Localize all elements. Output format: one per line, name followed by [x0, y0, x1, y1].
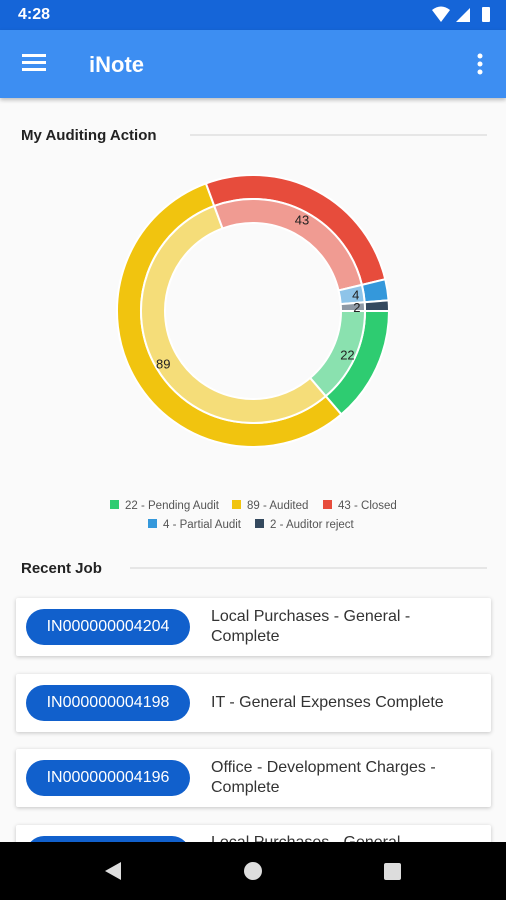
donut-segment-inner — [339, 301, 367, 312]
back-button[interactable] — [105, 862, 121, 880]
nav-icons — [105, 862, 401, 880]
job-card[interactable]: IN000000004204 Local Purchases - General … — [16, 598, 491, 656]
divider — [190, 134, 487, 136]
home-button[interactable] — [244, 862, 262, 880]
data-label: 4 — [352, 288, 359, 303]
section-title: My Auditing Action — [21, 127, 157, 144]
status-bar: 4:28 — [0, 0, 506, 30]
donut-segment-inner — [140, 204, 328, 424]
data-label: 43 — [295, 212, 309, 227]
job-id: IN000000004204 — [26, 609, 190, 645]
clock: 4:28 — [18, 6, 51, 23]
legend-swatch — [232, 500, 241, 509]
overflow-menu[interactable] — [476, 52, 484, 76]
data-label: 2 — [353, 300, 360, 315]
app-title: iNote — [89, 52, 144, 77]
legend-label: 22 - Pending Audit — [125, 500, 220, 512]
job-id: IN000000004196 — [26, 760, 190, 796]
data-label: 89 — [156, 357, 170, 372]
legend-label: 89 - Audited — [247, 500, 308, 512]
legend-label: 4 - Partial Audit — [163, 519, 242, 531]
job-card[interactable]: IN000000004196 Office - Development Charg… — [16, 749, 491, 807]
legend-swatch — [323, 500, 332, 509]
legend-swatch — [255, 519, 264, 528]
donut-chart: 22 89 43 42 22 - Pending Audit 89 - Audited 43… — [110, 174, 397, 531]
section-title: Recent Job — [21, 560, 102, 577]
divider — [130, 567, 487, 569]
job-title: Local Purchases - General - Complete — [211, 608, 411, 645]
job-title: Office - Development Charges - Complete — [211, 759, 436, 796]
legend-label: 2 - Auditor reject — [270, 519, 355, 531]
legend-swatch — [148, 519, 157, 528]
recents-button[interactable] — [384, 863, 401, 880]
legend-label: 43 - Closed — [338, 500, 397, 512]
donut-segment — [363, 299, 391, 312]
job-title: IT - General Expenses Complete — [211, 694, 444, 711]
status-icons — [432, 6, 490, 22]
job-card[interactable]: IN000000004198 IT - General Expenses Comp… — [16, 674, 491, 732]
app-bar: iNote — [0, 30, 506, 98]
nav-bar — [0, 842, 506, 900]
job-id: IN000000004198 — [26, 685, 190, 721]
menu-button[interactable] — [22, 54, 48, 74]
data-label: 22 — [340, 348, 354, 363]
legend-swatch — [110, 500, 119, 509]
